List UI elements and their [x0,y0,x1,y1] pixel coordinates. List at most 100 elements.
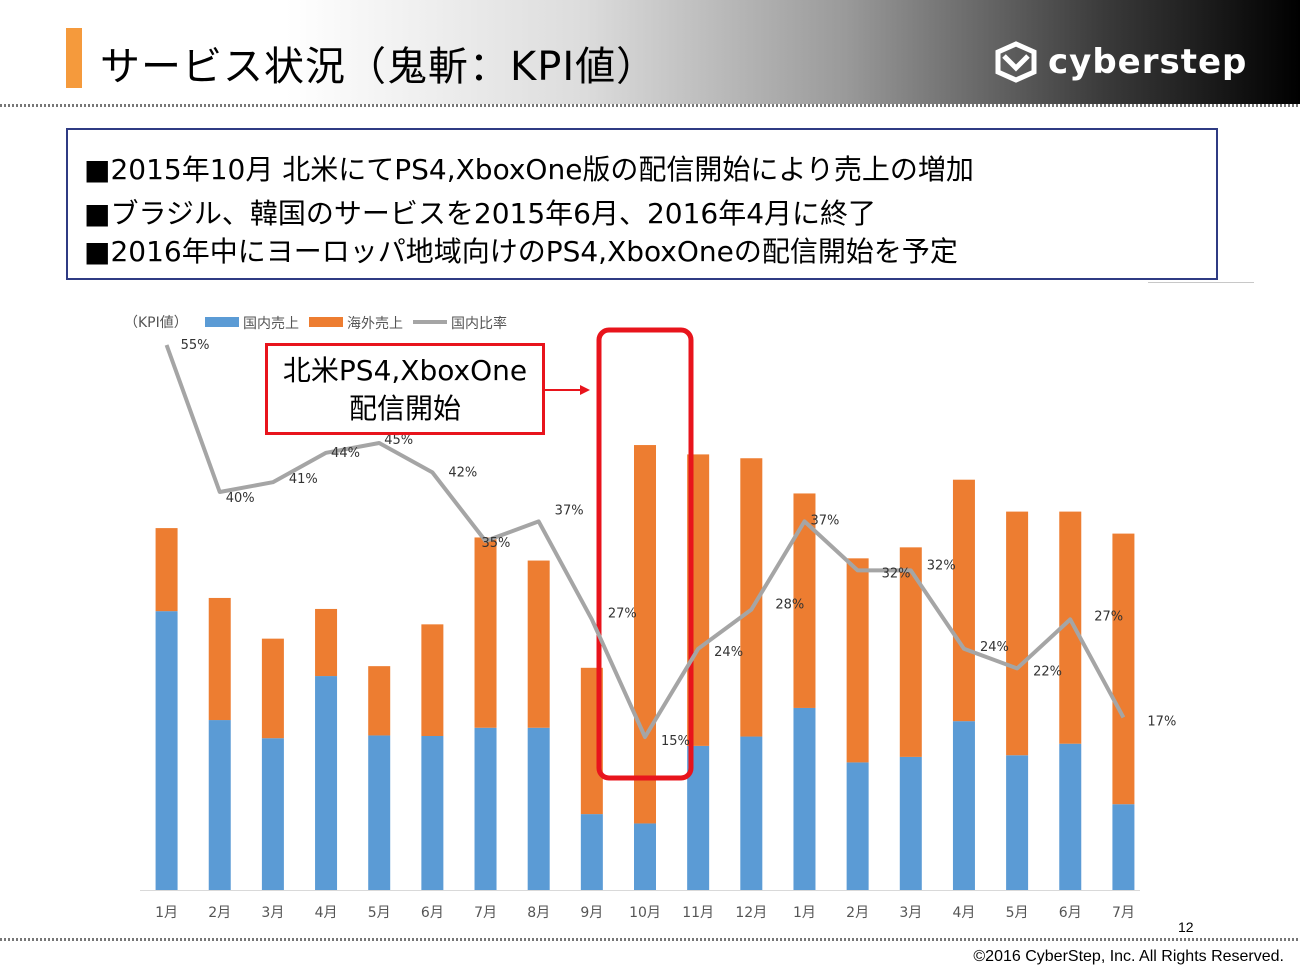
bar-domestic [474,727,497,890]
bar-domestic [1059,743,1082,890]
bar-overseas [846,558,869,763]
bar-domestic [527,727,550,890]
ratio-data-label: 55% [181,338,210,353]
bar-overseas [634,445,656,824]
ratio-data-label: 24% [980,640,1009,655]
callout-arrow-head [580,385,590,395]
x-tick-label: 2月 [846,905,869,921]
ratio-data-label: 35% [482,536,511,551]
callout-arrow [545,385,590,395]
decorative-line [1148,282,1254,283]
x-axis: 1月 2月 3月 4月 5月 6月 7月 8月 9月 10月 11月 12月 1月 2月 3月 4月 5月 6月 7… [155,905,1135,921]
bar-domestic [1112,804,1135,890]
bar-domestic [368,735,391,890]
ratio-data-label: 41% [289,472,318,487]
bar-domestic [687,745,710,890]
bar-overseas [1006,511,1029,756]
header-bar [0,0,1300,104]
chart-legend: （KPI値） 国内売上 海外売上 国内比率 [124,315,507,332]
bar-domestic [952,721,975,890]
x-tick-label: 7月 [474,905,497,921]
ratio-data-label: 42% [448,465,477,480]
bar-domestic [580,814,603,890]
x-tick-label: 5月 [1006,905,1029,921]
bar-domestic [899,756,922,890]
bar-domestic [1006,755,1029,890]
ratio-data-label: 27% [1094,609,1123,624]
bar-domestic [261,738,284,890]
chart-highlight [596,327,694,781]
x-tick-label: 3月 [899,905,922,921]
ratio-data-label: 28% [775,598,804,613]
legend-unit-label: （KPI値） [124,315,188,331]
ratio-data-label: 37% [555,503,584,518]
x-tick-label: 8月 [527,905,550,921]
x-tick-label: 4月 [952,905,975,921]
ratio-data-label: 40% [226,491,255,506]
copyright-text: ©2016 CyberStep, Inc. All Rights Reserve… [973,948,1284,965]
ratio-data-label: 44% [331,446,360,461]
bar-overseas [315,608,338,677]
cyberstep-logo-icon [995,41,1037,83]
bar-overseas [1059,511,1082,744]
bar-overseas [421,624,444,736]
page-title: サービス状況（鬼斬：KPI値） [100,44,658,90]
ratio-data-label: 15% [661,734,690,749]
legend-entry: 国内売上 [243,316,299,332]
bar-overseas [155,528,178,612]
bar-domestic [846,762,869,890]
ratio-data-label: 32% [882,566,911,581]
bar-domestic [315,676,338,890]
x-tick-label: 4月 [315,905,338,921]
title-accent-bar [66,28,82,88]
x-tick-label: 10月 [629,905,661,921]
legend-swatch [205,317,239,327]
bar-domestic [208,720,231,890]
bar-overseas [952,479,975,722]
bar-overseas [1112,533,1135,805]
bar-overseas [474,537,497,728]
logo-wordmark: cyberstep [1048,42,1248,82]
x-tick-label: 9月 [580,905,603,921]
x-tick-label: 6月 [1059,905,1082,921]
x-tick-label: 3月 [261,905,284,921]
ratio-data-label: 37% [810,513,839,528]
bar-overseas [899,547,922,757]
legend-swatch [309,317,343,327]
callout-box: 北米PS4,XboxOne 配信開始 [265,343,545,435]
ratio-data-label: 45% [384,433,413,448]
x-tick-label: 11月 [682,905,714,921]
bar-overseas [208,597,231,721]
bar-domestic [740,736,763,890]
x-tick-label: 2月 [208,905,231,921]
x-tick-label: 7月 [1112,905,1135,921]
x-tick-label: 12月 [735,905,767,921]
ratio-data-label: 24% [714,645,743,660]
bar-domestic [634,823,656,890]
summary-line: ■ブラジル、韓国のサービスを2015年6月、2016年4月に終了 [84,197,877,230]
bar-overseas [261,638,284,739]
legend-entry: 国内比率 [451,315,507,332]
ratio-data-label: 32% [927,558,956,573]
x-tick-label: 1月 [155,905,178,921]
x-tick-label: 6月 [421,905,444,921]
ratio-data-label: 27% [608,606,637,621]
summary-box: ■2015年10月 北米にてPS4,XboxOne版の配信開始により売上の増加 … [66,128,1218,280]
chart-ratio-line: 55% 40% 41% 44% 45% 42% 35% 37% 27% 15% 24% 28% 37% 3… [164,338,1176,749]
footer-divider [0,938,1300,941]
summary-line: ■2015年10月 北米にてPS4,XboxOne版の配信開始により売上の増加 [84,153,974,186]
callout-line: 北米PS4,XboxOne [282,354,528,387]
page-number: 12 [1178,919,1194,935]
ratio-data-label: 17% [1147,714,1176,729]
company-logo: cyberstep [990,40,1280,90]
bar-domestic [421,736,444,890]
bar-overseas [793,493,816,708]
highlight-box [596,327,694,781]
bar-overseas [527,560,550,728]
x-tick-label: 5月 [368,905,391,921]
callout-line: 配信開始 [348,392,461,425]
bar-overseas [740,458,763,737]
bar-overseas [368,666,391,736]
chart-bars [140,445,1140,891]
